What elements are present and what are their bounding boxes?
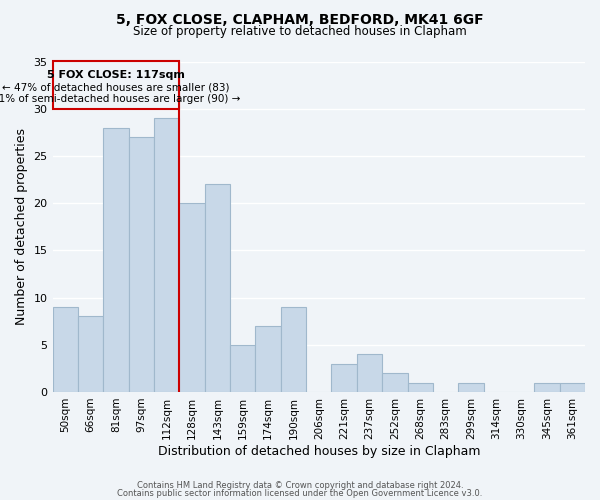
- Bar: [560, 382, 585, 392]
- Bar: [281, 307, 306, 392]
- Bar: [382, 373, 407, 392]
- Bar: [78, 316, 103, 392]
- Bar: [128, 137, 154, 392]
- X-axis label: Distribution of detached houses by size in Clapham: Distribution of detached houses by size …: [158, 444, 480, 458]
- Bar: [154, 118, 179, 392]
- Bar: [256, 326, 281, 392]
- Text: ← 47% of detached houses are smaller (83): ← 47% of detached houses are smaller (83…: [2, 82, 230, 92]
- Bar: [331, 364, 357, 392]
- Bar: [357, 354, 382, 392]
- Bar: [230, 345, 256, 392]
- Text: Size of property relative to detached houses in Clapham: Size of property relative to detached ho…: [133, 25, 467, 38]
- Bar: [534, 382, 560, 392]
- Text: Contains public sector information licensed under the Open Government Licence v3: Contains public sector information licen…: [118, 488, 482, 498]
- Bar: [53, 62, 179, 108]
- Text: 51% of semi-detached houses are larger (90) →: 51% of semi-detached houses are larger (…: [0, 94, 240, 104]
- Bar: [407, 382, 433, 392]
- Y-axis label: Number of detached properties: Number of detached properties: [15, 128, 28, 325]
- Bar: [205, 184, 230, 392]
- Text: 5, FOX CLOSE, CLAPHAM, BEDFORD, MK41 6GF: 5, FOX CLOSE, CLAPHAM, BEDFORD, MK41 6GF: [116, 12, 484, 26]
- Bar: [53, 307, 78, 392]
- Bar: [103, 128, 128, 392]
- Bar: [179, 203, 205, 392]
- Bar: [458, 382, 484, 392]
- Text: 5 FOX CLOSE: 117sqm: 5 FOX CLOSE: 117sqm: [47, 70, 185, 80]
- Text: Contains HM Land Registry data © Crown copyright and database right 2024.: Contains HM Land Registry data © Crown c…: [137, 481, 463, 490]
